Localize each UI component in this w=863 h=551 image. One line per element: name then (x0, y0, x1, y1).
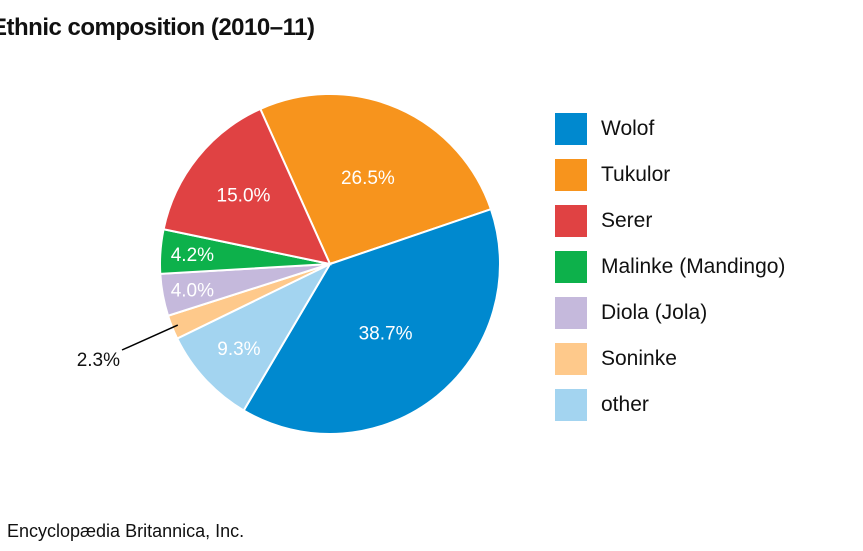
data-label: 4.0% (171, 281, 214, 302)
legend-item: Malinke (Mandingo) (555, 244, 785, 290)
legend-item: Serer (555, 198, 785, 244)
data-label: 15.0% (217, 185, 271, 206)
legend-label: Serer (601, 209, 653, 232)
legend-swatch (555, 251, 587, 283)
legend-swatch (555, 389, 587, 421)
legend-item: Wolof (555, 106, 785, 152)
legend-label: Tukulor (601, 163, 671, 186)
legend-swatch (555, 159, 587, 191)
legend-swatch (555, 343, 587, 375)
legend-label: Wolof (601, 117, 655, 140)
slice-other (175, 261, 333, 412)
legend-item: other (555, 382, 785, 428)
legend-item: Soninke (555, 336, 785, 382)
data-label: 26.5% (341, 168, 395, 189)
legend-label: Soninke (601, 347, 677, 370)
legend-item: Diola (Jola) (555, 290, 785, 336)
legend-label: Diola (Jola) (601, 301, 708, 324)
leader-line (121, 324, 179, 351)
legend-swatch (555, 113, 587, 145)
legend-swatch (555, 205, 587, 237)
data-label: 2.3% (77, 350, 120, 371)
data-label: 38.7% (359, 323, 413, 344)
legend-swatch (555, 297, 587, 329)
slice-serer (162, 107, 332, 266)
legend-label: other (601, 393, 649, 416)
slice-tukulor (258, 93, 493, 266)
data-label: 4.2% (171, 245, 214, 266)
legend-item: Tukulor (555, 152, 785, 198)
data-label: 9.3% (217, 339, 260, 360)
credit: Encyclopædia Britannica, Inc. (7, 521, 245, 541)
slice-wolof (242, 207, 501, 435)
chart-title: Ethnic composition (2010–11) (0, 14, 315, 41)
legend: Wolof Tukulor Serer Malinke (Mandingo) Diola… (555, 106, 785, 428)
legend-label: Malinke (Mandingo) (601, 255, 786, 278)
